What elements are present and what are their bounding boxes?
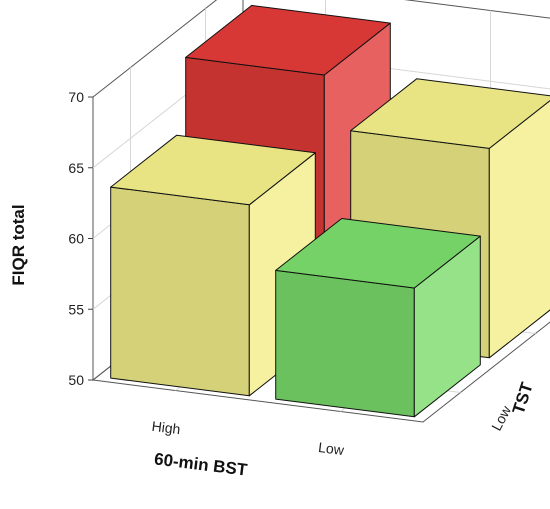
- bar-top-face: [110, 134, 316, 206]
- x-axis-label: 60-min BST: [153, 449, 249, 479]
- tick-labels: 5055606570HighLowLowHigh: [68, 89, 514, 458]
- bar-front-face: [275, 269, 415, 418]
- bar-top-face: [275, 218, 481, 289]
- bar-side-face: [488, 99, 550, 359]
- bar-front-face: [110, 186, 250, 397]
- bar-low-bst-low-tst: [275, 218, 481, 418]
- z-axis-label: TST: [509, 380, 537, 417]
- y-tick-label: 60: [68, 231, 84, 247]
- y-tick-label: 70: [68, 89, 84, 105]
- y-tick-label: 65: [68, 160, 84, 176]
- bar-top-face: [350, 78, 550, 149]
- x-tick-label: Low: [317, 439, 345, 458]
- bar-top-face: [185, 4, 391, 76]
- y-tick-label: 50: [68, 372, 84, 388]
- y-tick-label: 55: [68, 301, 84, 317]
- bars: [110, 4, 550, 418]
- x-tick-label: High: [151, 418, 182, 437]
- y-axis-label: FIQR total: [9, 204, 28, 285]
